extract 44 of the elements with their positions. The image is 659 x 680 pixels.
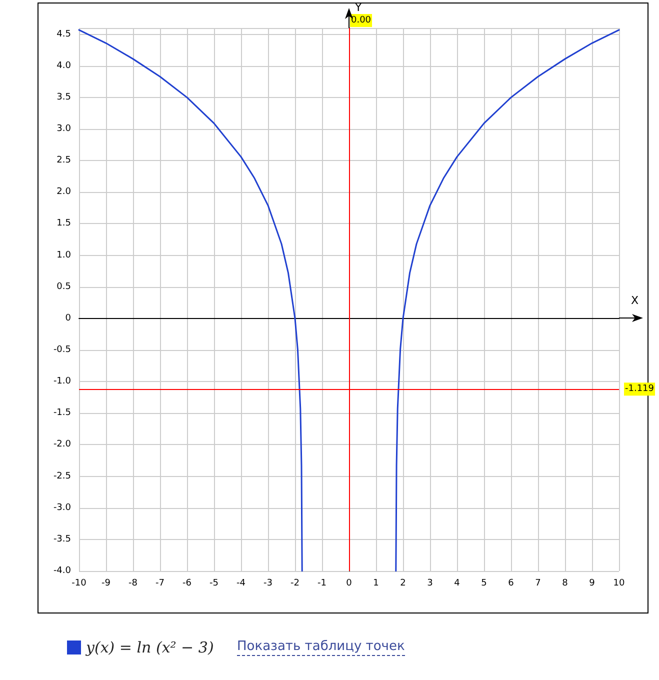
y-tick-label: -3.0 [53,502,72,513]
x-tick-label: 2 [400,578,406,588]
x-tick-label: 10 [613,578,625,588]
x-tick-label: 4 [454,578,460,588]
y-tick-label: 2.0 [56,187,72,198]
ref-line-label: -1.119 [625,384,654,394]
y-tick-label: -2.5 [53,471,71,482]
y-tick-label: 4.0 [56,60,72,71]
y-tick-label: -1.5 [53,408,71,418]
x-tick-label: -7 [156,578,164,588]
x-tick-label: 7 [535,578,541,588]
y-tick-label: 3.5 [56,92,71,102]
y-tick-label: 1.0 [56,250,72,260]
x-tick-label: -1 [318,578,326,588]
y-tick-label: -4.0 [53,566,72,576]
x-axis-title: X [631,294,639,308]
y-tick-label: -0.5 [53,345,71,356]
x-tick-label: -2 [290,578,300,588]
x-tick-label: -10 [72,578,87,588]
y-tick-label: -1.0 [53,376,72,387]
x-tick-label: 1 [373,578,379,588]
x-tick-label: 9 [589,578,596,588]
x-tick-label: -3 [264,578,272,588]
x-tick-label: 3 [427,578,433,588]
legend-label: y(x) = ln (x² − 3) [85,638,214,656]
y-tick-label: -2.0 [53,440,72,450]
y-tick-label: 1.5 [56,218,71,229]
y-tick-label: -3.5 [53,534,71,544]
x-tick-label: -4 [236,578,246,588]
y-tick-label: 3.0 [56,124,72,134]
x-tick-label: 8 [562,578,568,588]
x-tick-label: -9 [102,578,111,588]
ref-line-label: 0.00 [350,16,372,26]
x-tick-label: -8 [128,578,138,588]
y-tick-label: 0 [65,313,72,324]
y-tick-label: 2.5 [56,156,71,166]
text: Показать таблицу точек [237,639,405,656]
x-tick-label: 0 [346,578,352,588]
y-tick-label: 4.5 [56,29,71,40]
x-tick-label: 5 [481,578,487,588]
y-tick-label: 0.5 [56,282,71,292]
x-tick-label: -5 [210,578,218,588]
x-tick-label: -6 [182,578,192,588]
x-tick-label: 6 [508,578,514,588]
